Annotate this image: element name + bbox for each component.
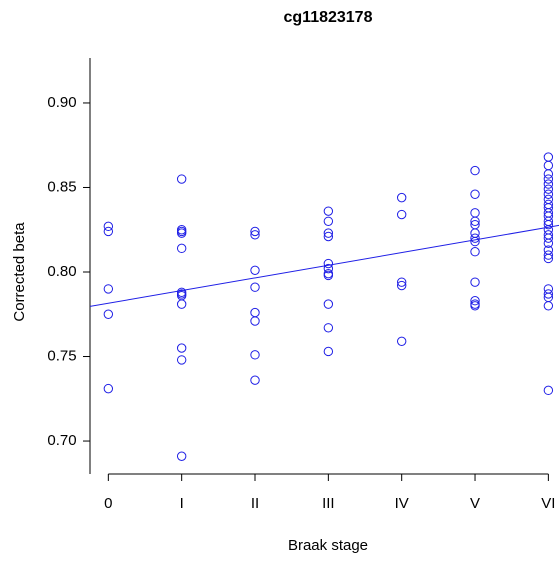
point [543,238,554,248]
point [470,233,480,243]
point [543,219,554,230]
point [470,165,480,176]
y-tick-label: 0.85 [47,178,76,195]
y-tick-label: 0.90 [47,94,76,111]
point [250,282,260,292]
point [396,192,407,203]
point [543,194,554,205]
point [543,233,554,243]
point [543,289,554,299]
point [176,355,187,365]
point [250,226,260,237]
point [396,209,407,220]
point [470,247,480,257]
point [103,284,114,294]
x-tick-label: III [322,495,335,512]
point [323,299,334,309]
point [323,258,334,269]
point [323,263,334,274]
point [543,301,554,311]
point [543,385,554,396]
chart-title: cg11823178 [284,9,373,26]
point [176,243,187,254]
point [103,221,114,232]
x-tick-label: V [470,495,480,512]
point [543,169,554,179]
point [543,184,554,194]
point [103,383,114,394]
y-axis-label: Corrected beta [11,222,28,322]
point [470,189,480,199]
point [176,228,187,238]
point [176,451,187,461]
regression-line [90,224,559,307]
point [323,216,334,226]
y-tick-label: 0.75 [47,347,76,364]
x-tick-label: II [251,495,259,512]
point [396,277,407,287]
point [323,231,334,242]
point [543,253,554,264]
x-tick-label: I [180,495,184,512]
point [470,277,480,287]
point [250,316,260,326]
y-tick-label: 0.80 [47,263,76,280]
point [470,301,480,311]
x-tick-label: VI [541,495,555,512]
point [543,160,554,171]
point [543,250,554,260]
x-tick-label: IV [395,495,409,512]
point [470,228,480,238]
point [396,336,407,347]
point [543,179,554,189]
point [250,230,260,240]
point [323,270,334,281]
point [103,226,114,237]
point [543,174,554,184]
point [323,346,334,357]
x-axis-label: Braak stage [288,537,368,554]
point [250,375,260,385]
x-tick-label: 0 [104,495,112,512]
y-tick-label: 0.70 [47,432,76,449]
point [543,284,554,294]
point [543,152,554,162]
point [323,228,334,238]
point [250,265,260,276]
point [470,208,480,218]
point [470,216,480,226]
point [470,236,480,247]
point [250,307,260,318]
point [323,323,334,333]
point [470,296,480,306]
point [396,280,407,291]
point [543,189,554,199]
point [176,343,187,353]
point [323,206,334,216]
point [103,309,114,319]
point [250,350,260,360]
point [176,299,187,309]
point [176,174,187,184]
